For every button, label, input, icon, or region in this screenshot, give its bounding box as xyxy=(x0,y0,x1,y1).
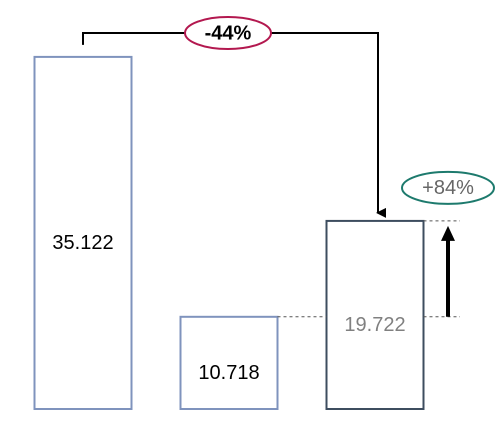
value-label: 10.718 xyxy=(198,362,259,384)
value-label: 35.122 xyxy=(52,232,113,254)
annotation-oval xyxy=(184,16,272,50)
bar xyxy=(325,219,425,410)
annotation-text: +84% xyxy=(422,177,474,199)
annotation-oval xyxy=(401,170,495,205)
growth-arrow-head xyxy=(441,225,455,241)
bar xyxy=(179,315,279,411)
annotation-text: -44% xyxy=(205,22,252,44)
bar xyxy=(33,55,133,411)
value-label: 19.722 xyxy=(344,314,405,336)
